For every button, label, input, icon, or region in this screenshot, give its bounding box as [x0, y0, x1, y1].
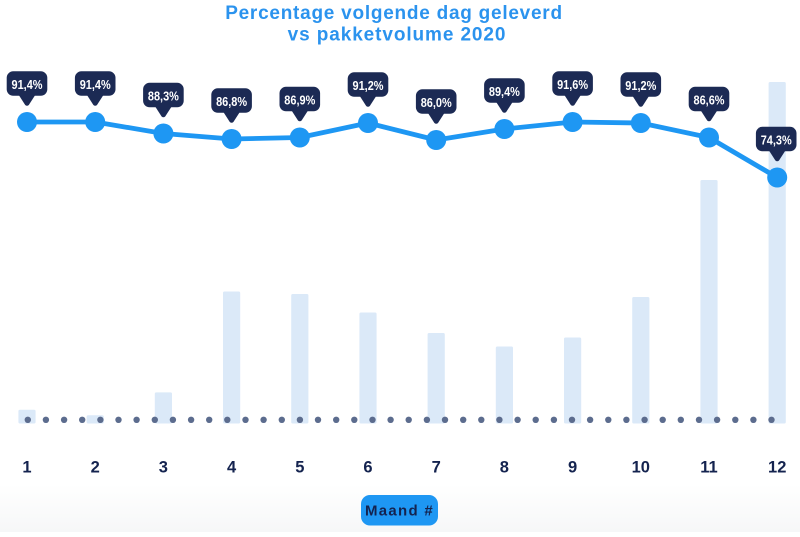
svg-text:86,0%: 86,0%	[421, 95, 452, 110]
svg-text:89,4%: 89,4%	[489, 84, 520, 99]
svg-text:Percentage volgende dag geleve: Percentage volgende dag geleverd	[225, 3, 563, 24]
svg-text:6: 6	[363, 459, 372, 477]
svg-text:5: 5	[295, 459, 304, 477]
svg-text:86,8%: 86,8%	[216, 94, 247, 109]
svg-text:91,4%: 91,4%	[80, 77, 111, 92]
svg-text:vs pakketvolume 2020: vs pakketvolume 2020	[288, 25, 507, 46]
svg-text:Maand #: Maand #	[365, 503, 434, 520]
svg-text:2: 2	[91, 459, 100, 477]
svg-text:9: 9	[568, 459, 577, 477]
svg-text:91,2%: 91,2%	[353, 78, 384, 93]
svg-text:86,9%: 86,9%	[284, 92, 315, 107]
svg-text:8: 8	[500, 459, 509, 477]
svg-text:10: 10	[632, 459, 650, 477]
svg-text:11: 11	[700, 459, 717, 477]
svg-text:88,3%: 88,3%	[148, 88, 179, 103]
svg-text:3: 3	[159, 459, 168, 477]
svg-text:12: 12	[768, 459, 786, 477]
svg-text:7: 7	[432, 459, 441, 477]
svg-text:1: 1	[22, 459, 31, 477]
svg-text:86,6%: 86,6%	[694, 92, 725, 107]
svg-text:91,4%: 91,4%	[12, 77, 43, 92]
svg-text:91,2%: 91,2%	[625, 78, 656, 93]
svg-text:74,3%: 74,3%	[761, 132, 792, 147]
svg-text:91,6%: 91,6%	[557, 77, 588, 92]
svg-text:4: 4	[227, 459, 237, 477]
